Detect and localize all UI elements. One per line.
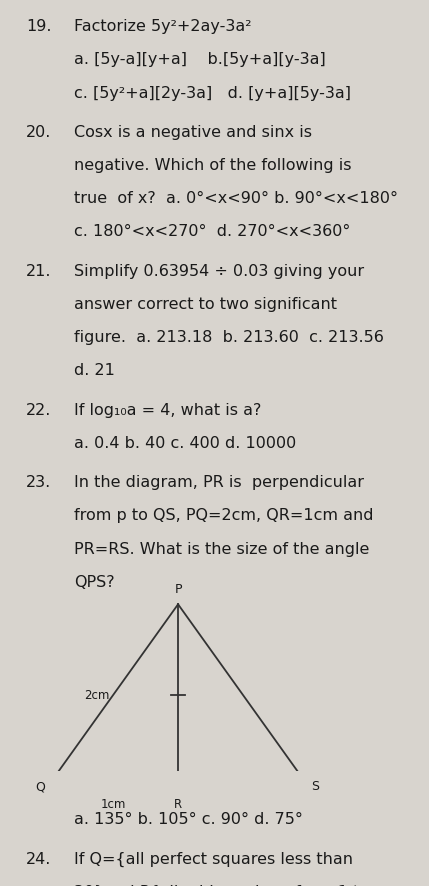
Text: 1cm: 1cm (100, 797, 126, 810)
Text: d. 21: d. 21 (74, 363, 115, 377)
Text: true  of x?  a. 0°<x<90° b. 90°<x<180°: true of x? a. 0°<x<90° b. 90°<x<180° (74, 191, 398, 206)
Text: Q: Q (35, 780, 45, 792)
Text: answer correct to two significant: answer correct to two significant (74, 297, 337, 312)
Text: c. 180°<x<270°  d. 270°<x<360°: c. 180°<x<270° d. 270°<x<360° (74, 224, 350, 239)
Text: 21.: 21. (26, 264, 51, 278)
Text: In the diagram, PR is  perpendicular: In the diagram, PR is perpendicular (74, 475, 364, 490)
Text: 23.: 23. (26, 475, 51, 490)
Text: Factorize 5y²+2ay-3a²: Factorize 5y²+2ay-3a² (74, 19, 252, 35)
Text: R: R (174, 797, 182, 810)
Text: 20.: 20. (26, 125, 51, 140)
Text: Simplify 0.63954 ÷ 0.03 giving your: Simplify 0.63954 ÷ 0.03 giving your (74, 264, 364, 278)
Text: a. 0.4 b. 40 c. 400 d. 10000: a. 0.4 b. 40 c. 400 d. 10000 (74, 435, 296, 450)
Text: c. [5y²+a][2y-3a]   d. [y+a][5y-3a]: c. [5y²+a][2y-3a] d. [y+a][5y-3a] (74, 85, 351, 100)
Text: 24.: 24. (26, 851, 51, 866)
Text: from p to QS, PQ=2cm, QR=1cm and: from p to QS, PQ=2cm, QR=1cm and (74, 508, 374, 523)
Text: Cosx is a negative and sinx is: Cosx is a negative and sinx is (74, 125, 312, 140)
Text: If log₁₀a = 4, what is a?: If log₁₀a = 4, what is a? (74, 402, 262, 417)
Text: PR=RS. What is the size of the angle: PR=RS. What is the size of the angle (74, 541, 369, 556)
Text: a. [5y-a][y+a]    b.[5y+a][y-3a]: a. [5y-a][y+a] b.[5y+a][y-3a] (74, 52, 326, 67)
Text: 30}and P{all odd numbers from 1 to: 30}and P{all odd numbers from 1 to (74, 884, 369, 886)
Text: a. 135° b. 105° c. 90° d. 75°: a. 135° b. 105° c. 90° d. 75° (74, 812, 303, 827)
Text: P: P (174, 582, 182, 595)
Text: QPS?: QPS? (74, 574, 115, 589)
Text: If Q={all perfect squares less than: If Q={all perfect squares less than (74, 851, 353, 866)
Text: negative. Which of the following is: negative. Which of the following is (74, 158, 352, 173)
Text: 2cm: 2cm (84, 688, 109, 702)
Text: 19.: 19. (26, 19, 51, 35)
Text: S: S (311, 780, 319, 792)
Text: figure.  a. 213.18  b. 213.60  c. 213.56: figure. a. 213.18 b. 213.60 c. 213.56 (74, 330, 384, 345)
Text: 22.: 22. (26, 402, 51, 417)
